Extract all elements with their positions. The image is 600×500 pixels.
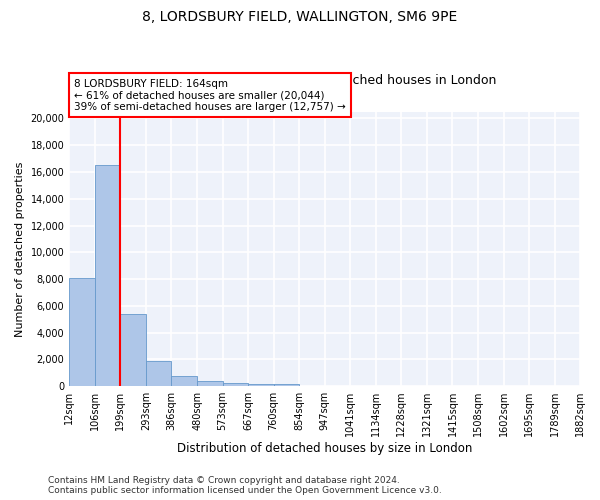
Bar (172, 376, 197, 386)
Bar (146, 362, 172, 386)
Text: Contains HM Land Registry data © Crown copyright and database right 2024.
Contai: Contains HM Land Registry data © Crown c… (48, 476, 442, 495)
Text: 8, LORDSBURY FIELD, WALLINGTON, SM6 9PE: 8, LORDSBURY FIELD, WALLINGTON, SM6 9PE (142, 10, 458, 24)
Y-axis label: Number of detached properties: Number of detached properties (15, 161, 25, 336)
X-axis label: Distribution of detached houses by size in London: Distribution of detached houses by size … (177, 442, 472, 455)
Bar (95, 164, 121, 386)
Bar (197, 381, 223, 386)
Text: 8 LORDSBURY FIELD: 164sqm
← 61% of detached houses are smaller (20,044)
39% of s: 8 LORDSBURY FIELD: 164sqm ← 61% of detac… (74, 78, 346, 112)
Bar (69, 278, 95, 386)
Bar (274, 384, 299, 386)
Title: Size of property relative to detached houses in London: Size of property relative to detached ho… (153, 74, 496, 87)
Bar (248, 384, 274, 386)
Bar (121, 314, 146, 386)
Bar (223, 383, 248, 386)
